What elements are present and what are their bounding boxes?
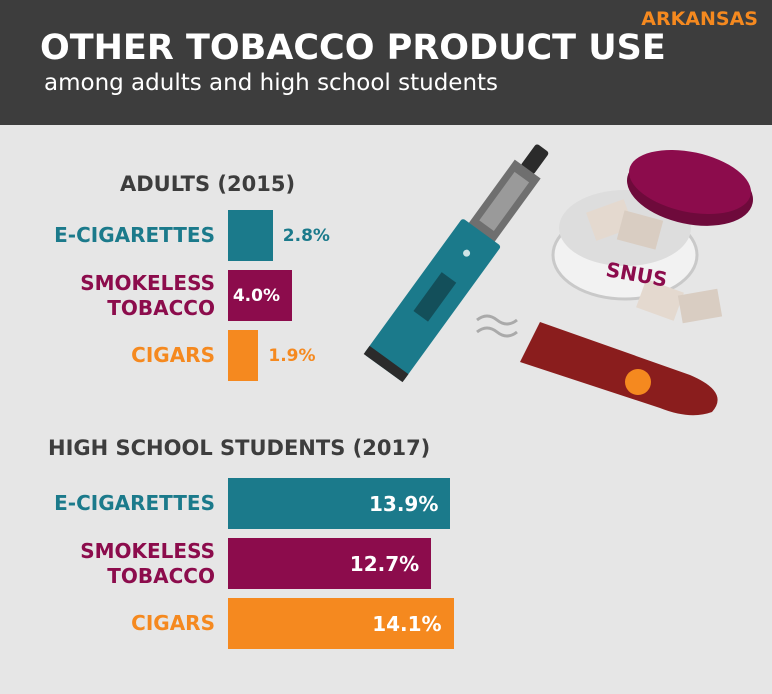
state-label: ARKANSAS: [641, 8, 758, 30]
category-label: SMOKELESS TOBACCO: [80, 538, 215, 588]
value-label: 2.8%: [282, 225, 330, 246]
category-label: SMOKELESS TOBACCO: [80, 270, 215, 320]
category-label: CIGARS: [131, 343, 215, 367]
vape: [363, 144, 549, 383]
header: [0, 0, 772, 125]
value-label: 4.0%: [232, 285, 280, 306]
category-label: E-CIGARETTES: [54, 223, 215, 247]
value-label: 14.1%: [372, 611, 442, 636]
cigar: [476, 314, 718, 416]
title: OTHER TOBACCO PRODUCT USE: [40, 28, 666, 68]
bar: [228, 270, 292, 321]
chart-title: ADULTS (2015): [120, 172, 296, 196]
bar: [228, 598, 454, 649]
value-label: 1.9%: [268, 345, 316, 366]
bar: [228, 210, 273, 261]
category-label: E-CIGARETTES: [54, 491, 215, 515]
snus-tin: SNUS: [551, 149, 753, 324]
value-label: 12.7%: [349, 551, 420, 576]
subtitle: among adults and high school students: [44, 70, 499, 96]
category-label: CIGARS: [131, 611, 215, 635]
chart-title: HIGH SCHOOL STUDENTS (2017): [48, 436, 431, 460]
bar: [228, 330, 259, 381]
value-label: 13.9%: [369, 491, 439, 516]
bar: [228, 478, 451, 529]
bar: [228, 538, 432, 589]
